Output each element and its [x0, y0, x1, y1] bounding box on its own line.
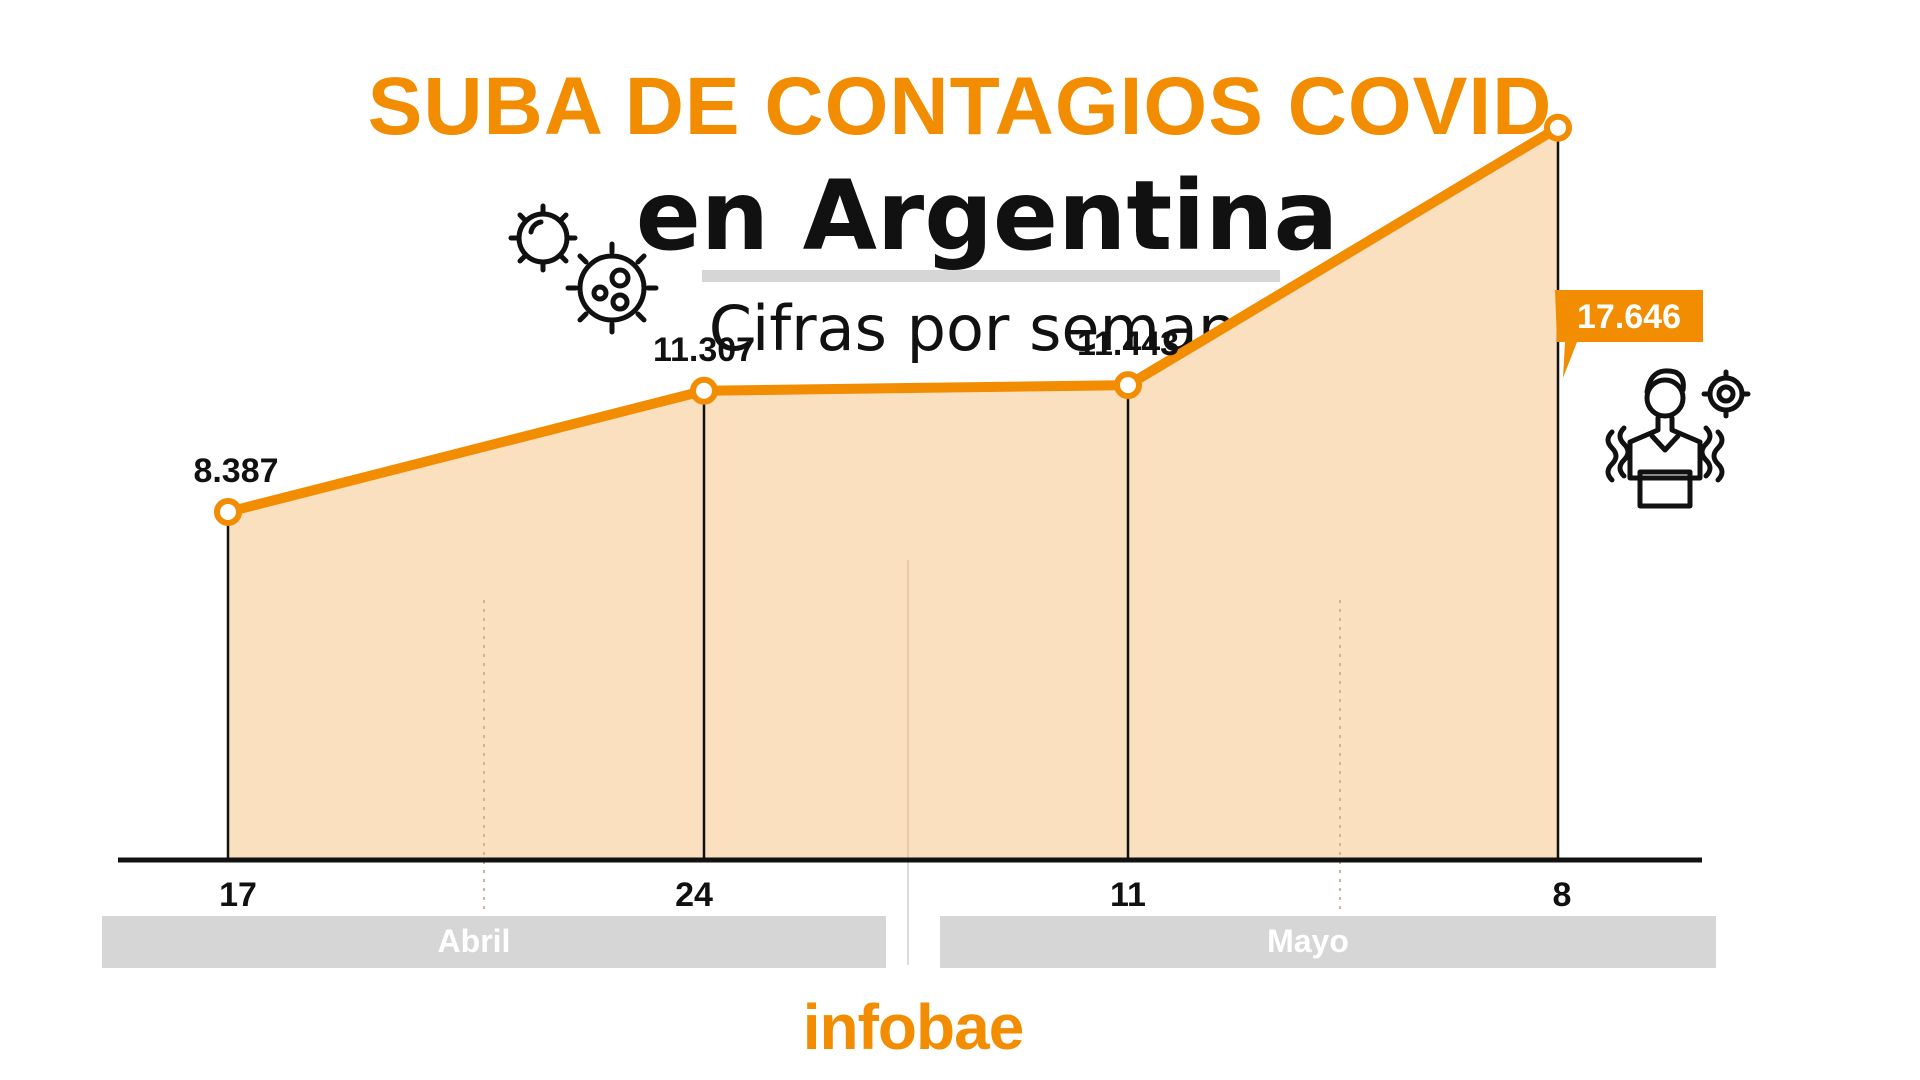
x-tick-label: 17 [219, 876, 257, 914]
data-point [214, 497, 242, 526]
area-fill [228, 127, 1558, 861]
x-tick-label: 8 [1553, 876, 1572, 914]
x-tick-label: 11 [1110, 876, 1146, 914]
month-label: Abril [438, 923, 511, 959]
sick-person-icon [1605, 368, 1751, 509]
callout-box [1555, 290, 1703, 378]
data-label: 11.307 [653, 331, 755, 369]
x-tick-label: 24 [675, 876, 713, 914]
month-band [102, 916, 886, 968]
virus-icon [508, 203, 578, 273]
brand-logo: infobae [802, 991, 1025, 1063]
chart-title: SUBA DE CONTAGIOS COVID [367, 61, 1553, 152]
data-point [1544, 113, 1572, 142]
virus-icon [565, 241, 659, 335]
chart-subtitle: en Argentina [635, 160, 1339, 272]
month-band [940, 916, 1716, 968]
month-label: Mayo [1267, 923, 1349, 959]
data-point [1114, 371, 1142, 400]
data-label: 11.443 [1077, 325, 1179, 363]
title-divider [702, 270, 1280, 282]
data-label: 8.387 [193, 452, 278, 490]
data-label: 17.646 [1577, 298, 1681, 336]
data-point [690, 376, 718, 405]
series-line [223, 122, 1563, 517]
